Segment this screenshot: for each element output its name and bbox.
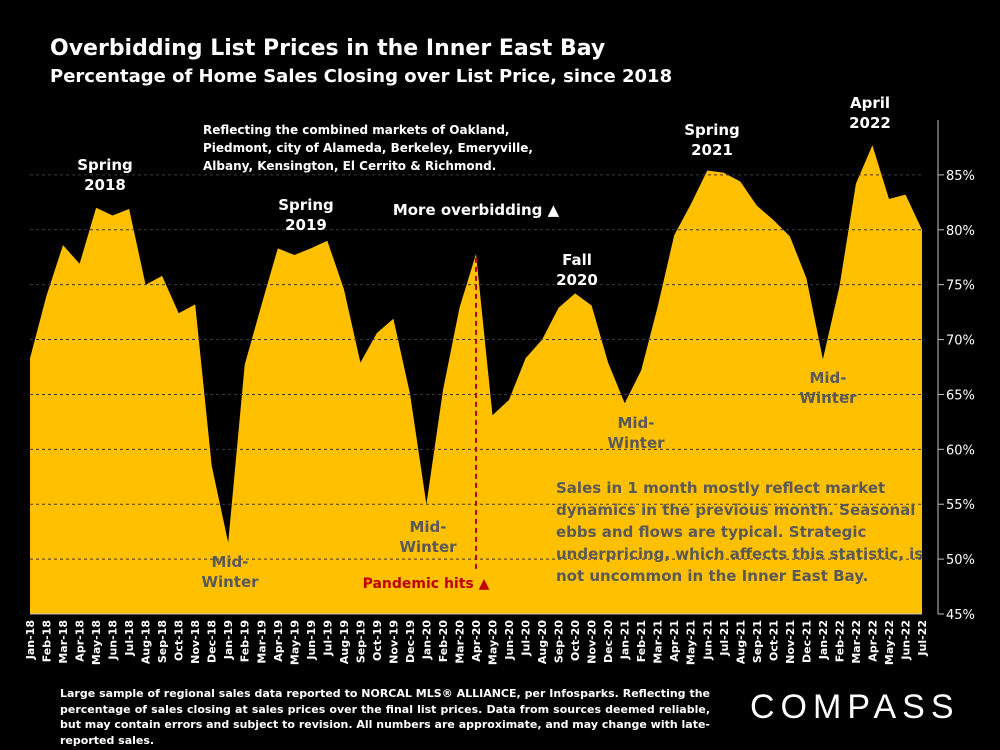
sales-note: underpricing, which affects this statist… — [556, 545, 923, 563]
chart-title: Overbidding List Prices in the Inner Eas… — [50, 36, 606, 61]
x-tick-label: Feb-22 — [833, 620, 846, 662]
footnote: Large sample of regional sales data repo… — [60, 687, 710, 747]
annotation-midwinter-2022: Mid- — [809, 369, 846, 387]
x-tick-label: Sep-20 — [553, 620, 566, 663]
x-tick-label: Oct-21 — [767, 620, 780, 661]
y-tick-label: 55% — [946, 498, 975, 513]
x-tick-label: Oct-18 — [173, 620, 186, 661]
compass-logo: COMPASS — [750, 688, 960, 726]
x-tick-label: Apr-19 — [272, 620, 285, 662]
x-tick-label: Sep-21 — [751, 620, 764, 663]
x-tick-label: May-18 — [90, 620, 103, 665]
x-tick-label: Dec-18 — [206, 620, 219, 663]
markets-note: Reflecting the combined markets of Oakla… — [203, 123, 510, 137]
x-tick-label: Oct-20 — [569, 620, 582, 661]
y-tick-label: 60% — [946, 443, 975, 458]
annotation-fall-2020: Fall — [562, 251, 592, 269]
x-tick-label: Jul-20 — [520, 620, 533, 657]
x-tick-label: Dec-20 — [602, 620, 615, 663]
x-tick-label: Apr-22 — [866, 620, 879, 662]
y-tick-label: 45% — [946, 608, 975, 623]
x-tick-label: Oct-19 — [371, 620, 384, 661]
x-tick-label: Feb-19 — [239, 620, 252, 662]
markets-note: Albany, Kensington, El Cerrito & Richmon… — [203, 159, 496, 173]
sales-note: dynamics in the previous month. Seasonal — [556, 501, 915, 519]
x-tick-label: Jan-19 — [222, 620, 235, 660]
y-tick-label: 50% — [946, 553, 975, 568]
x-tick-label: Jun-18 — [107, 620, 120, 661]
x-tick-label: Aug-18 — [140, 620, 153, 664]
x-tick-label: Jul-18 — [123, 620, 136, 657]
annotation-midwinter-2019: Winter — [201, 573, 259, 591]
annotation-april-2022: 2022 — [849, 114, 891, 132]
annotation-midwinter-2020: Winter — [399, 538, 457, 556]
annotation-midwinter-2022: Winter — [799, 389, 857, 407]
x-tick-label: Nov-20 — [586, 620, 599, 664]
annotation-april-2022: April — [850, 94, 890, 112]
y-tick-label: 65% — [946, 388, 975, 403]
annotation-fall-2020: 2020 — [556, 271, 598, 289]
x-tick-label: Jun-21 — [701, 620, 714, 661]
x-tick-label: Jun-22 — [899, 620, 912, 661]
annotation-more-overbidding: More overbidding ▲ — [393, 201, 560, 219]
x-tick-label: Apr-21 — [668, 620, 681, 662]
annotation-midwinter-2021: Winter — [607, 434, 665, 452]
annotation-pandemic-hits: Pandemic hits ▲ — [363, 576, 490, 592]
chart-subtitle: Percentage of Home Sales Closing over Li… — [50, 66, 673, 87]
annotation-midwinter-2021: Mid- — [617, 414, 654, 432]
annotation-spring-2021: 2021 — [691, 141, 733, 159]
x-tick-label: Nov-18 — [189, 620, 202, 664]
x-tick-label: Sep-19 — [354, 620, 367, 663]
x-tick-label: Nov-19 — [387, 620, 400, 664]
x-tick-label: Feb-18 — [41, 620, 54, 662]
x-tick-label: Jul-22 — [916, 620, 929, 657]
x-tick-label: Apr-20 — [470, 620, 483, 662]
annotation-midwinter-2019: Mid- — [211, 553, 248, 571]
x-tick-label: Jan-20 — [420, 620, 433, 661]
x-tick-label: Jun-20 — [503, 620, 516, 661]
x-tick-label: Aug-21 — [734, 620, 747, 664]
x-tick-label: Sep-18 — [156, 620, 169, 663]
x-tick-label: Mar-21 — [652, 620, 665, 664]
x-tick-label: Mar-20 — [453, 620, 466, 664]
x-tick-label: Jan-21 — [619, 620, 632, 660]
x-tick-label: Feb-20 — [437, 620, 450, 663]
markets-note: Piedmont, city of Alameda, Berkeley, Eme… — [203, 141, 533, 155]
x-tick-label: Feb-21 — [635, 620, 648, 662]
x-tick-label: Jan-22 — [817, 620, 830, 660]
x-tick-label: Jul-19 — [321, 620, 334, 657]
annotation-spring-2019: Spring — [278, 196, 334, 214]
x-tick-label: Jan-18 — [24, 620, 37, 660]
x-tick-label: Aug-20 — [536, 620, 549, 664]
annotation-midwinter-2020: Mid- — [409, 518, 446, 536]
sales-note: Sales in 1 month mostly reflect market — [556, 479, 885, 497]
x-tick-label: May-19 — [288, 620, 301, 665]
annotation-spring-2018: 2018 — [84, 176, 126, 194]
sales-note: not uncommon in the Inner East Bay. — [556, 567, 868, 585]
y-tick-label: 70% — [946, 334, 975, 349]
x-tick-label: May-20 — [487, 620, 500, 665]
x-tick-label: Dec-21 — [800, 620, 813, 663]
y-tick-label: 75% — [946, 279, 975, 294]
x-tick-label: Dec-19 — [404, 620, 417, 663]
x-tick-label: Jul-21 — [718, 620, 731, 657]
x-tick-label: May-22 — [883, 620, 896, 665]
x-tick-label: Aug-19 — [338, 620, 351, 664]
x-tick-label: Mar-18 — [57, 620, 70, 664]
x-tick-label: May-21 — [685, 620, 698, 665]
x-tick-label: Mar-19 — [255, 620, 268, 664]
x-tick-label: Mar-22 — [850, 620, 863, 664]
sales-note: ebbs and flows are typical. Strategic — [556, 523, 866, 541]
annotation-spring-2021: Spring — [684, 121, 740, 139]
y-tick-label: 80% — [946, 224, 975, 239]
annotation-spring-2018: Spring — [77, 156, 133, 174]
x-tick-label: Nov-21 — [784, 620, 797, 664]
annotation-spring-2019: 2019 — [285, 216, 327, 234]
y-tick-label: 85% — [946, 169, 975, 184]
x-tick-label: Jun-19 — [305, 620, 318, 661]
x-tick-label: Apr-18 — [74, 620, 87, 662]
